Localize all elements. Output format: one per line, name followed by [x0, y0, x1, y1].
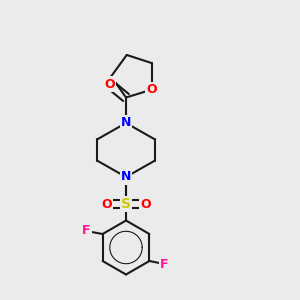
Text: O: O	[140, 197, 151, 211]
Text: S: S	[121, 197, 131, 211]
Text: O: O	[147, 83, 157, 96]
Text: O: O	[101, 197, 112, 211]
Text: F: F	[160, 257, 169, 271]
Text: N: N	[121, 170, 131, 184]
Text: N: N	[121, 116, 131, 130]
Text: F: F	[82, 224, 90, 238]
Text: O: O	[104, 77, 115, 91]
